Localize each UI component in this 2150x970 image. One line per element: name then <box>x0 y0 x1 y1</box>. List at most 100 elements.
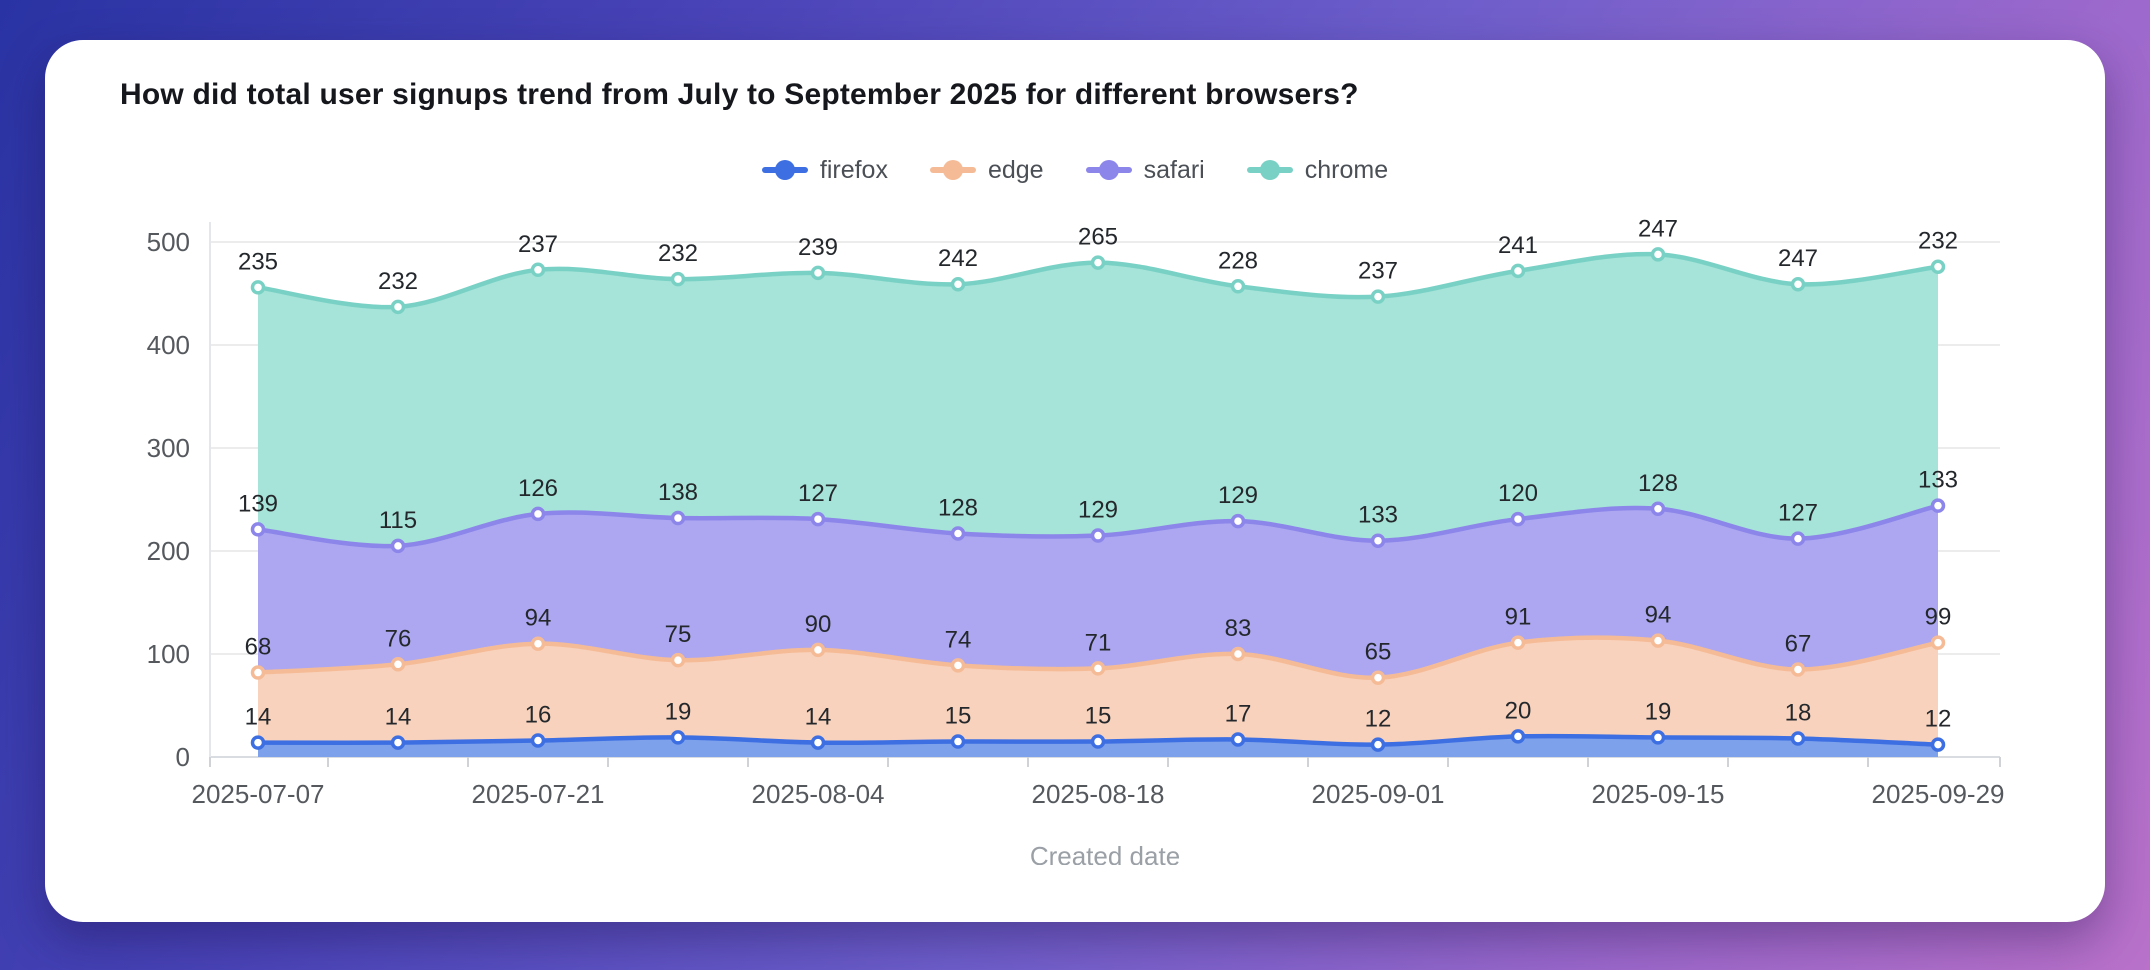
point-firefox <box>1370 737 1386 752</box>
point-safari <box>670 510 686 526</box>
point-chrome <box>810 265 826 281</box>
y-axis-tick-label: 0 <box>176 742 190 772</box>
point-edge <box>1510 635 1526 650</box>
value-label-chrome: 247 <box>1638 215 1678 242</box>
point-safari <box>1790 531 1806 546</box>
point-firefox <box>530 733 546 748</box>
point-safari <box>1650 501 1666 517</box>
value-label-safari: 126 <box>518 475 558 502</box>
value-label-chrome: 247 <box>1778 245 1818 272</box>
value-label-firefox: 14 <box>805 704 832 731</box>
legend-marker-icon <box>1085 159 1132 181</box>
legend-label: safari <box>1143 155 1205 184</box>
point-edge <box>1790 662 1806 677</box>
point-firefox <box>250 735 266 750</box>
area-edge <box>258 637 1938 757</box>
point-firefox <box>950 734 966 749</box>
y-axis-tick-label: 300 <box>147 433 190 463</box>
value-label-edge: 99 <box>1925 604 1952 631</box>
point-edge <box>810 642 826 658</box>
value-label-edge: 91 <box>1505 604 1532 631</box>
point-edge <box>1230 646 1246 662</box>
value-label-firefox: 12 <box>1365 706 1392 733</box>
value-label-firefox: 15 <box>945 703 972 730</box>
value-label-firefox: 12 <box>1925 706 1952 733</box>
point-safari <box>1510 511 1526 527</box>
y-axis-tick-label: 500 <box>147 227 190 257</box>
legend-label: chrome <box>1304 155 1389 184</box>
legend-marker-icon <box>761 159 808 181</box>
point-firefox <box>1790 731 1806 746</box>
point-chrome <box>1370 289 1386 304</box>
point-safari <box>1230 513 1246 529</box>
point-chrome <box>670 271 686 287</box>
point-safari <box>950 526 966 541</box>
value-label-edge: 75 <box>665 621 692 648</box>
point-firefox <box>1650 730 1666 745</box>
point-firefox <box>1090 734 1106 749</box>
value-label-firefox: 19 <box>665 698 692 725</box>
chart-card: How did total user signups trend from Ju… <box>45 40 2105 922</box>
value-label-chrome: 239 <box>798 234 838 261</box>
chart-legend: firefox edge safari chrome <box>75 150 2075 190</box>
y-axis-tick-label: 100 <box>147 639 190 669</box>
point-firefox <box>810 735 826 750</box>
point-edge <box>1370 670 1386 685</box>
value-label-safari: 129 <box>1218 482 1258 509</box>
point-chrome <box>1090 255 1106 270</box>
value-label-safari: 133 <box>1358 502 1398 529</box>
point-safari <box>530 506 546 522</box>
value-label-safari: 139 <box>238 490 278 517</box>
x-axis-tick-label: 2025-07-07 <box>192 779 325 809</box>
point-firefox <box>1930 737 1946 752</box>
value-label-safari: 128 <box>938 494 978 521</box>
x-axis-tick-label: 2025-07-21 <box>472 779 605 809</box>
value-label-firefox: 15 <box>1085 703 1112 730</box>
legend-label: edge <box>987 155 1044 184</box>
point-firefox <box>670 730 686 745</box>
value-label-firefox: 14 <box>385 704 412 731</box>
point-edge <box>390 657 406 672</box>
point-edge <box>250 665 266 680</box>
point-edge <box>1650 633 1666 648</box>
y-axis-tick-label: 400 <box>147 330 190 360</box>
point-edge <box>1930 635 1946 650</box>
point-firefox <box>1230 732 1246 747</box>
value-label-chrome: 228 <box>1218 247 1258 274</box>
x-axis-tick-label: 2025-08-18 <box>1032 779 1165 809</box>
point-safari <box>810 511 826 527</box>
value-label-safari: 120 <box>1498 480 1538 507</box>
data-points <box>250 247 1946 752</box>
value-label-edge: 65 <box>1365 639 1392 666</box>
value-label-chrome: 241 <box>1498 232 1538 259</box>
point-chrome <box>1930 259 1946 274</box>
value-label-safari: 115 <box>379 507 417 534</box>
value-label-firefox: 20 <box>1505 697 1532 724</box>
value-label-chrome: 235 <box>238 248 278 275</box>
value-labels: 14 14 16 19 14 15 15 17 12 20 19 18 12 68 76 94 75 90 74 71… <box>238 215 1958 732</box>
point-edge <box>670 652 686 668</box>
x-axis-tick-label: 2025-08-04 <box>752 779 885 809</box>
x-axis-title: Created date <box>1030 841 1180 865</box>
point-edge <box>1090 661 1106 676</box>
value-label-chrome: 265 <box>1078 224 1118 251</box>
legend-item-safari[interactable]: safari <box>1085 155 1205 185</box>
point-edge <box>950 658 966 673</box>
legend-item-chrome[interactable]: chrome <box>1246 155 1389 185</box>
value-label-chrome: 242 <box>938 245 978 272</box>
value-label-firefox: 14 <box>245 704 272 731</box>
point-chrome <box>1230 279 1246 294</box>
point-safari <box>1930 498 1946 513</box>
value-label-edge: 94 <box>525 605 552 632</box>
point-firefox <box>1510 729 1526 744</box>
value-label-edge: 76 <box>385 625 412 652</box>
value-label-safari: 129 <box>1078 497 1118 524</box>
point-chrome <box>950 276 966 292</box>
legend-item-edge[interactable]: edge <box>929 155 1044 185</box>
value-label-firefox: 19 <box>1645 698 1672 725</box>
legend-item-firefox[interactable]: firefox <box>761 156 888 185</box>
value-label-edge: 67 <box>1785 630 1812 657</box>
point-chrome <box>250 280 266 295</box>
x-axis-tick-label: 2025-09-29 <box>1872 779 2005 809</box>
point-chrome <box>1650 247 1666 262</box>
